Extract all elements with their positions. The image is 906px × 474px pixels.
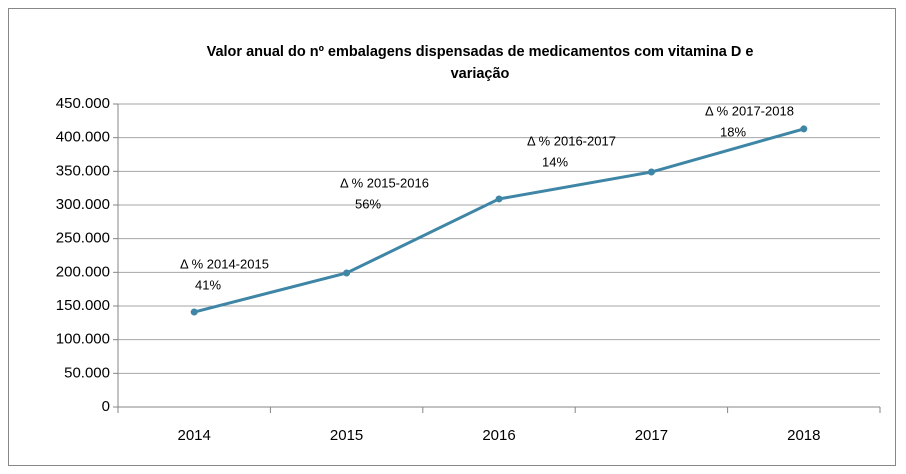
x-tick-label: 2015 [330, 427, 363, 444]
annotation-value: 41% [195, 277, 221, 292]
data-point [343, 269, 351, 277]
y-tick-label: 150.000 [56, 297, 110, 314]
y-tick-label: 0 [102, 398, 110, 415]
y-tick-label: 350.000 [56, 162, 110, 179]
annotation-value: 18% [720, 124, 746, 139]
data-point [800, 125, 808, 133]
y-tick-label: 200.000 [56, 263, 110, 280]
annotation-value: 14% [542, 154, 568, 169]
x-tick-label: 2016 [482, 427, 515, 444]
data-point [647, 168, 655, 176]
x-tick-label: 2014 [178, 427, 211, 444]
chart-frame [8, 8, 896, 466]
y-tick-label: 100.000 [56, 331, 110, 348]
annotation-value: 56% [355, 196, 381, 211]
y-tick-label: 400.000 [56, 129, 110, 146]
data-point [495, 195, 503, 203]
x-tick-label: 2018 [787, 427, 820, 444]
x-tick-label: 2017 [635, 427, 668, 444]
chart-title: Valor anual do nº embalagens dispensadas… [207, 44, 754, 82]
annotation: Δ % 2015-2016 [340, 175, 429, 190]
y-tick-label: 50.000 [64, 364, 110, 381]
y-tick-label: 450.000 [56, 95, 110, 112]
annotation: Δ % 2016-2017 [527, 133, 616, 148]
data-point [190, 308, 198, 316]
annotation: Δ % 2014-2015 [180, 256, 269, 271]
y-tick-label: 300.000 [56, 196, 110, 213]
y-tick-label: 250.000 [56, 230, 110, 247]
annotation: Δ % 2017-2018 [705, 103, 794, 118]
